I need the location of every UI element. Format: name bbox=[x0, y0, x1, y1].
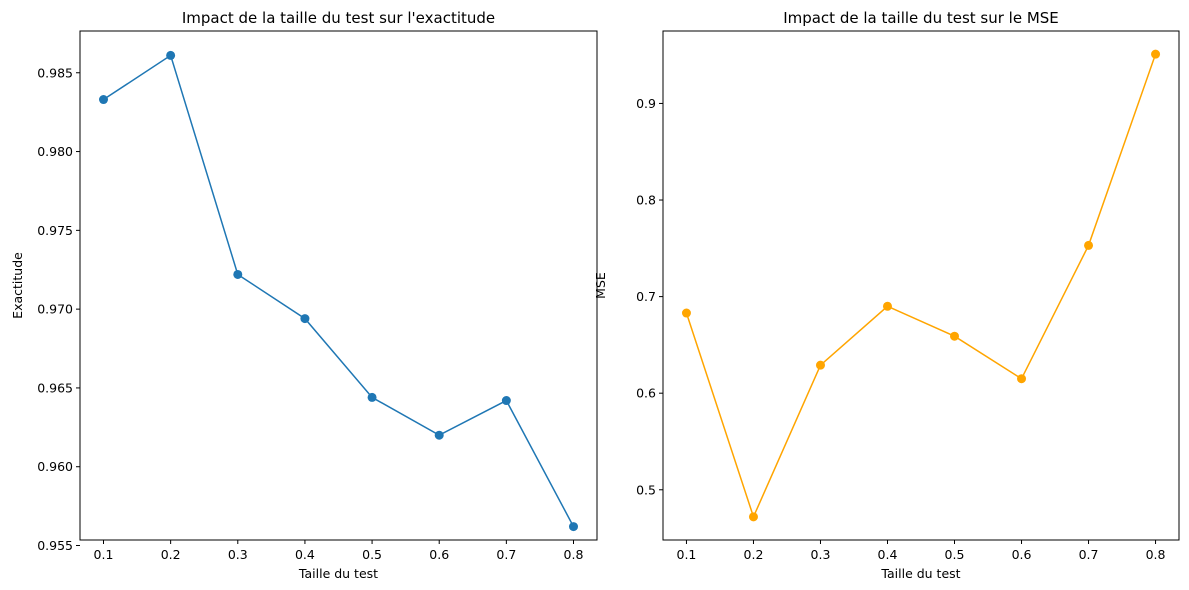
x-tick-label: 0.5 bbox=[362, 547, 382, 562]
data-point bbox=[367, 392, 377, 402]
chart-title: Impact de la taille du test sur le MSE bbox=[783, 9, 1059, 27]
y-tick-label: 0.955 bbox=[37, 538, 73, 553]
x-tick-label: 0.6 bbox=[1012, 547, 1032, 562]
axes-frame bbox=[662, 30, 1180, 541]
axes-frame bbox=[79, 30, 598, 541]
y-tick-label: 0.6 bbox=[636, 386, 656, 401]
data-point bbox=[748, 512, 758, 522]
tick-group: 0.1 0.2 0.3 0.4 0.5 0.6 0.7 0.8 0.5 0.6 0.7 0.8 0.9 bbox=[636, 96, 1165, 562]
x-tick-label: 0.1 bbox=[94, 547, 114, 562]
x-tick-label: 0.2 bbox=[744, 547, 764, 562]
x-tick-label: 0.8 bbox=[1146, 547, 1166, 562]
tick-group: 0.1 0.2 0.3 0.4 0.5 0.6 0.7 0.8 0.955 0.960 0.965 0… bbox=[37, 65, 583, 562]
data-point bbox=[950, 331, 960, 341]
y-tick-label: 0.5 bbox=[636, 482, 656, 497]
data-point bbox=[501, 396, 511, 406]
data-point bbox=[1017, 374, 1027, 384]
y-tick-label: 0.970 bbox=[37, 302, 73, 317]
y-tick-label: 0.8 bbox=[636, 193, 656, 208]
y-axis-label: MSE bbox=[593, 272, 608, 299]
data-point bbox=[300, 314, 310, 324]
data-point bbox=[434, 430, 444, 440]
accuracy-chart: Impact de la taille du test sur l'exacti… bbox=[10, 9, 598, 581]
chart-title: Impact de la taille du test sur l'exacti… bbox=[182, 9, 495, 27]
data-point bbox=[233, 269, 243, 279]
y-tick-label: 0.985 bbox=[37, 65, 73, 80]
y-tick-label: 0.975 bbox=[37, 223, 73, 238]
x-tick-label: 0.7 bbox=[1079, 547, 1099, 562]
x-tick-label: 0.1 bbox=[677, 547, 697, 562]
x-tick-label: 0.6 bbox=[429, 547, 449, 562]
data-point bbox=[1151, 49, 1161, 59]
data-point bbox=[681, 308, 691, 318]
data-point bbox=[815, 360, 825, 370]
mse-chart: Impact de la taille du test sur le MSE T… bbox=[593, 9, 1180, 581]
data-point bbox=[882, 301, 892, 311]
y-tick-label: 0.7 bbox=[636, 289, 656, 304]
plot-area bbox=[99, 50, 578, 532]
data-point bbox=[99, 95, 108, 105]
data-point bbox=[166, 50, 176, 60]
y-tick-label: 0.980 bbox=[37, 144, 73, 159]
series-line bbox=[103, 54, 575, 527]
y-axis-label: Exactitude bbox=[10, 252, 25, 319]
x-tick-label: 0.3 bbox=[811, 547, 831, 562]
x-axis-label: Taille du test bbox=[298, 566, 378, 581]
x-tick-label: 0.8 bbox=[564, 547, 584, 562]
plot-area bbox=[681, 49, 1161, 522]
y-tick-label: 0.965 bbox=[37, 380, 73, 395]
y-tick-label: 0.9 bbox=[636, 96, 656, 111]
x-tick-label: 0.2 bbox=[161, 547, 181, 562]
x-tick-label: 0.3 bbox=[228, 547, 248, 562]
y-tick-label: 0.960 bbox=[37, 459, 73, 474]
x-tick-label: 0.7 bbox=[496, 547, 516, 562]
x-tick-label: 0.5 bbox=[945, 547, 965, 562]
data-point bbox=[1084, 240, 1094, 250]
x-tick-label: 0.4 bbox=[878, 547, 898, 562]
x-axis-label: Taille du test bbox=[880, 566, 960, 581]
x-tick-label: 0.4 bbox=[295, 547, 315, 562]
data-point bbox=[569, 522, 578, 532]
series-line bbox=[685, 53, 1157, 519]
